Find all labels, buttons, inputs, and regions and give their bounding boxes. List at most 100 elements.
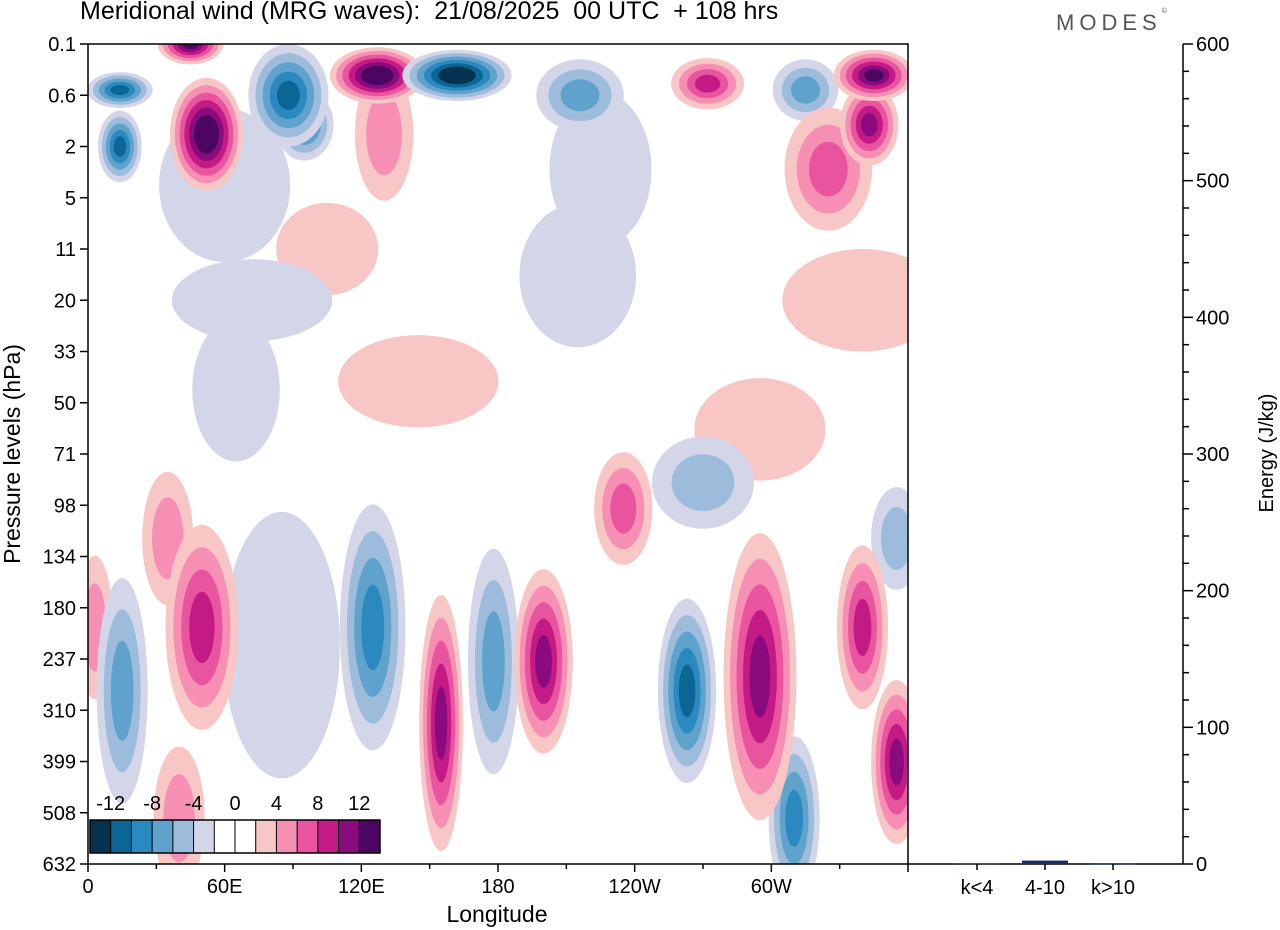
colorbar-swatch xyxy=(255,820,277,853)
negative-contour xyxy=(519,203,637,348)
positive-contour xyxy=(338,335,499,428)
wind-feature xyxy=(402,49,512,102)
positive-contour xyxy=(694,74,721,93)
y-tick-label: 237 xyxy=(43,649,76,671)
colorbar-swatch xyxy=(235,820,257,853)
wind-feature xyxy=(651,436,755,529)
wind-feature xyxy=(467,548,519,775)
positive-contour xyxy=(782,249,908,352)
wind-feature xyxy=(223,511,340,779)
negative-contour xyxy=(110,640,134,741)
chart-title: Meridional wind (MRG waves): 21/08/2025 … xyxy=(80,0,779,25)
negative-contour xyxy=(192,318,280,462)
y-tick-label: 98 xyxy=(54,495,76,517)
y-tick-label: 0.1 xyxy=(48,34,76,56)
positive-contour xyxy=(198,122,215,147)
positive-contour xyxy=(182,44,199,49)
wind-feature xyxy=(723,533,797,821)
y-tick-label: 50 xyxy=(54,393,76,415)
wind-feature xyxy=(519,203,637,348)
wind-feature xyxy=(657,598,717,784)
positive-contour xyxy=(366,93,403,176)
wind-feature xyxy=(671,58,744,110)
energy-tick-label: 0 xyxy=(1196,854,1207,876)
x-tick-label: 60W xyxy=(751,876,792,898)
positive-contour xyxy=(189,591,215,664)
colorbar-swatch xyxy=(214,820,236,853)
wind-feature xyxy=(871,487,908,590)
y-tick-label: 0.6 xyxy=(48,85,76,107)
wind-feature xyxy=(833,49,908,102)
y-tick-label: 134 xyxy=(43,547,76,569)
wind-contour-field xyxy=(88,44,908,864)
colorbar-swatch xyxy=(359,820,381,853)
x-tick-label: 0 xyxy=(82,876,93,898)
y-tick-label: 20 xyxy=(54,290,76,312)
wind-feature xyxy=(514,569,573,754)
wind-feature xyxy=(329,47,425,104)
y-tick-label: 399 xyxy=(43,752,76,774)
y-tick-label: 180 xyxy=(43,598,76,620)
colorbar-swatch xyxy=(297,820,319,853)
negative-contour xyxy=(482,611,505,712)
colorbar: -12 -8 -4 0 4 8 12 xyxy=(89,793,381,854)
energy-tick-label: 100 xyxy=(1196,717,1229,739)
negative-contour xyxy=(560,79,600,112)
energy-tick-label: 400 xyxy=(1196,307,1229,329)
wind-feature xyxy=(871,680,908,845)
wind-feature xyxy=(170,77,243,191)
energy-bar xyxy=(954,863,1000,865)
colorbar-label: -8 xyxy=(143,793,161,815)
y-tick-label: 508 xyxy=(43,803,76,825)
y-tick-label: 71 xyxy=(54,444,76,466)
negative-contour xyxy=(113,136,127,157)
brand-logo: MODES© xyxy=(1056,8,1167,36)
energy-category-label: k>10 xyxy=(1091,877,1135,899)
wind-feature xyxy=(840,83,899,166)
colorbar-label: -12 xyxy=(96,793,125,815)
wind-feature xyxy=(96,578,148,804)
negative-contour xyxy=(785,789,803,847)
energy-category-label: k<4 xyxy=(961,877,994,899)
negative-contour xyxy=(790,76,821,104)
x-tick-label: 120W xyxy=(609,876,661,898)
y-tick-label: 310 xyxy=(43,700,76,722)
wind-feature xyxy=(339,504,406,751)
negative-contour xyxy=(678,664,696,718)
colorbar-swatch xyxy=(172,820,195,853)
colorbar-label: 0 xyxy=(229,793,240,815)
y-tick-label: 632 xyxy=(43,854,76,876)
negative-contour xyxy=(880,506,908,570)
y-axis-label: Pressure levels (hPa) xyxy=(0,344,25,564)
wind-feature xyxy=(536,59,624,132)
energy-category-label: 4-10 xyxy=(1025,877,1065,899)
positive-contour xyxy=(889,738,904,786)
positive-contour xyxy=(749,635,771,718)
energy-bar-panel: 0 100 200 300 400 500 600 Energy (J/kg) k<4 4-10 k… xyxy=(908,34,1278,899)
x-tick-label: 60E xyxy=(207,876,243,898)
wind-feature xyxy=(248,44,329,147)
negative-contour xyxy=(171,259,333,342)
negative-contour xyxy=(361,584,385,671)
colorbar-frame xyxy=(89,819,381,854)
colorbar-label: 4 xyxy=(271,793,282,815)
negative-contour xyxy=(223,511,340,779)
positive-contour xyxy=(367,69,388,82)
wind-feature xyxy=(594,452,653,565)
energy-tick-label: 600 xyxy=(1196,34,1229,56)
colorbar-swatch xyxy=(131,820,153,853)
energy-tick-label: 500 xyxy=(1196,171,1229,193)
y-tick-label: 2 xyxy=(65,137,76,159)
positive-contour xyxy=(808,141,848,197)
wind-feature xyxy=(836,545,888,710)
wind-feature xyxy=(338,335,499,428)
wind-feature xyxy=(192,318,280,462)
wind-feature xyxy=(419,594,463,852)
colorbar-swatch xyxy=(317,820,340,853)
positive-contour xyxy=(860,113,878,137)
y-tick-label: 5 xyxy=(65,188,76,210)
wind-feature xyxy=(157,44,224,65)
x-tick-label: 120E xyxy=(338,876,385,898)
